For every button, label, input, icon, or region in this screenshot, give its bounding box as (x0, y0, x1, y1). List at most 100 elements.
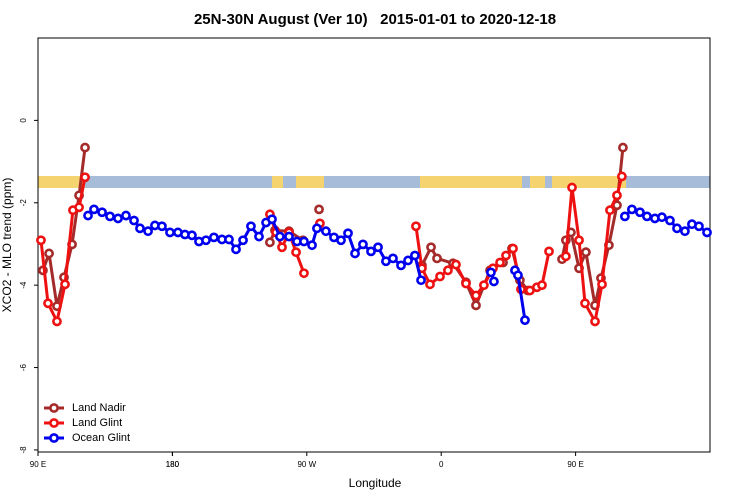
data-point (157, 221, 167, 232)
x-tick-label: 90 E (567, 460, 583, 469)
legend-marker (49, 418, 59, 428)
y-tick-label: -4 (19, 281, 28, 289)
data-point (129, 215, 139, 226)
data-point (299, 236, 309, 247)
data-point (513, 270, 523, 281)
series-line (268, 228, 304, 243)
legend-label: Ocean Glint (72, 432, 130, 444)
data-point (97, 207, 107, 218)
data-point (619, 211, 630, 222)
data-point (143, 226, 153, 237)
data-point (201, 235, 211, 246)
x-tick-label: 90 E (30, 460, 46, 469)
land-strip (530, 176, 545, 188)
data-point (224, 234, 234, 245)
data-point (238, 235, 248, 246)
data-point (479, 280, 489, 291)
data-point (635, 207, 645, 218)
data-point (411, 221, 421, 232)
data-point (336, 235, 346, 246)
land-strip (272, 176, 283, 188)
data-point (388, 253, 398, 264)
data-point (44, 248, 54, 259)
x-tick-label: 180 (166, 460, 180, 469)
data-point (231, 244, 241, 255)
data-point (605, 205, 615, 216)
data-point (560, 251, 571, 262)
data-point (410, 250, 420, 261)
data-point (396, 260, 406, 271)
data-point (537, 280, 547, 291)
data-point (312, 223, 322, 234)
chart-title: 25N-30N August (Ver 10) 2015-01-01 to 20… (194, 11, 556, 28)
land-strip (552, 176, 626, 188)
data-point (105, 211, 115, 222)
data-point (299, 268, 309, 279)
data-point (254, 231, 264, 242)
data-point (113, 213, 123, 224)
data-point (416, 275, 426, 286)
data-point (432, 253, 442, 264)
data-point (80, 172, 90, 183)
data-point (74, 202, 84, 213)
data-point (680, 226, 690, 237)
data-point (618, 142, 628, 153)
x-tick-label: 90 W (297, 460, 316, 469)
data-point (425, 279, 435, 290)
data-point (657, 212, 667, 223)
data-point (612, 190, 622, 201)
data-point (590, 316, 600, 327)
data-point (672, 223, 682, 234)
data-point (307, 240, 317, 251)
data-point (366, 246, 376, 257)
legend-label: Land Glint (72, 417, 122, 429)
data-point (165, 227, 175, 238)
data-point (461, 278, 471, 289)
legend-label: Land Nadir (72, 402, 126, 414)
y-tick-label: -6 (19, 363, 28, 371)
series-line (560, 147, 625, 306)
data-point (471, 300, 481, 311)
data-point (403, 255, 413, 266)
data-point (435, 271, 445, 282)
data-point (508, 243, 518, 254)
data-point (321, 226, 331, 237)
x-axis-label: Longitude (349, 476, 402, 490)
data-point (89, 204, 99, 215)
data-point (43, 298, 53, 309)
legend-marker (49, 403, 59, 413)
data-point (471, 290, 481, 301)
data-point (567, 182, 577, 193)
data-point (694, 221, 704, 232)
y-tick-label: 0 (19, 118, 28, 123)
data-point (60, 279, 70, 290)
data-point (291, 247, 301, 258)
data-point (642, 211, 652, 222)
data-point (284, 231, 294, 242)
land-strip (38, 176, 85, 188)
data-point (52, 316, 62, 327)
y-axis-label: XCO2 - MLO trend (ppm) (0, 178, 14, 313)
data-point (267, 214, 277, 225)
land-strip (296, 176, 324, 188)
legend-marker (49, 433, 59, 443)
y-tick-label: -2 (19, 199, 28, 207)
data-point (358, 239, 368, 250)
data-point (343, 228, 353, 239)
y-tick-label: -8 (19, 446, 28, 454)
data-point (574, 235, 584, 246)
data-point (36, 235, 46, 246)
data-point (187, 230, 197, 241)
data-point (277, 242, 287, 253)
data-point (580, 298, 590, 309)
plot-frame (37, 37, 711, 453)
data-point (275, 231, 285, 242)
data-point (350, 248, 360, 259)
data-point (486, 267, 496, 278)
data-point (246, 221, 256, 232)
data-point (209, 232, 219, 243)
data-point (665, 215, 675, 226)
data-point (581, 247, 591, 258)
data-point (597, 279, 607, 290)
